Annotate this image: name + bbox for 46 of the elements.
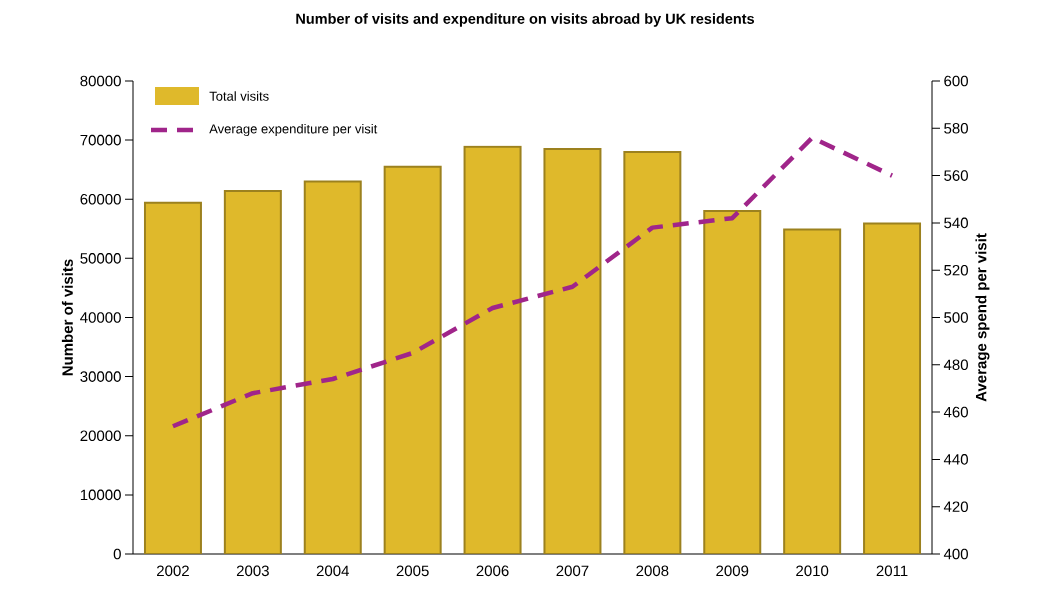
x-tick-label: 2005 [396, 565, 429, 577]
y2-tick-label: 560 [944, 170, 968, 181]
x-tick-label: 2011 [876, 565, 908, 577]
bar [703, 210, 762, 554]
x-tick-label: 2008 [636, 565, 669, 577]
y2-tick-label: 500 [944, 312, 968, 323]
y-tick-label: 20000 [80, 430, 121, 442]
x-tick-label: 2002 [157, 565, 189, 577]
y2-axis-title: Average spend per visit [975, 233, 990, 402]
bar [543, 147, 602, 554]
y-tick-label: 10000 [80, 489, 121, 501]
y-tick-label: 80000 [80, 75, 121, 87]
y-tick-label: 30000 [80, 371, 121, 382]
bar [623, 150, 682, 554]
x-tick-label: 2003 [236, 565, 269, 577]
y2-tick-label: 520 [944, 264, 968, 276]
line-series [170, 135, 895, 429]
x-tick-label: 2007 [556, 565, 589, 577]
y-axis-title: Number of visits [61, 259, 73, 376]
legend-label: Average expenditure per visit [209, 123, 378, 137]
y-tick-label: 60000 [80, 193, 121, 205]
y2-tick-label: 440 [943, 454, 968, 465]
chart-title: Number of visits and expenditure on visits abroad by UK residents [296, 13, 755, 27]
bar [783, 228, 842, 554]
y2-tick-label: 540 [944, 217, 968, 229]
y-tick-label: 0 [113, 548, 121, 560]
y2-tick-label: 480 [943, 359, 968, 371]
x-tick-label: 2004 [316, 565, 349, 577]
y2-tick-label: 420 [943, 501, 968, 512]
bar [143, 201, 202, 554]
x-tick-label: 2006 [476, 565, 509, 577]
x-tick-label: 2009 [716, 565, 749, 577]
bar [303, 180, 362, 554]
bar [223, 189, 282, 554]
y-tick-label: 70000 [80, 134, 121, 146]
y2-tick-label: 400 [943, 548, 968, 560]
x-tick-label: 2010 [796, 565, 829, 577]
y-tick-label: 50000 [80, 253, 121, 264]
bar [863, 222, 922, 554]
y2-tick-label: 600 [944, 75, 968, 87]
y-tick-label: 40000 [80, 312, 121, 323]
y2-tick-label: 580 [944, 122, 968, 134]
y2-tick-label: 460 [943, 406, 968, 418]
bar [463, 145, 522, 554]
legend-label: Total visits [209, 91, 269, 101]
bar [383, 165, 442, 554]
